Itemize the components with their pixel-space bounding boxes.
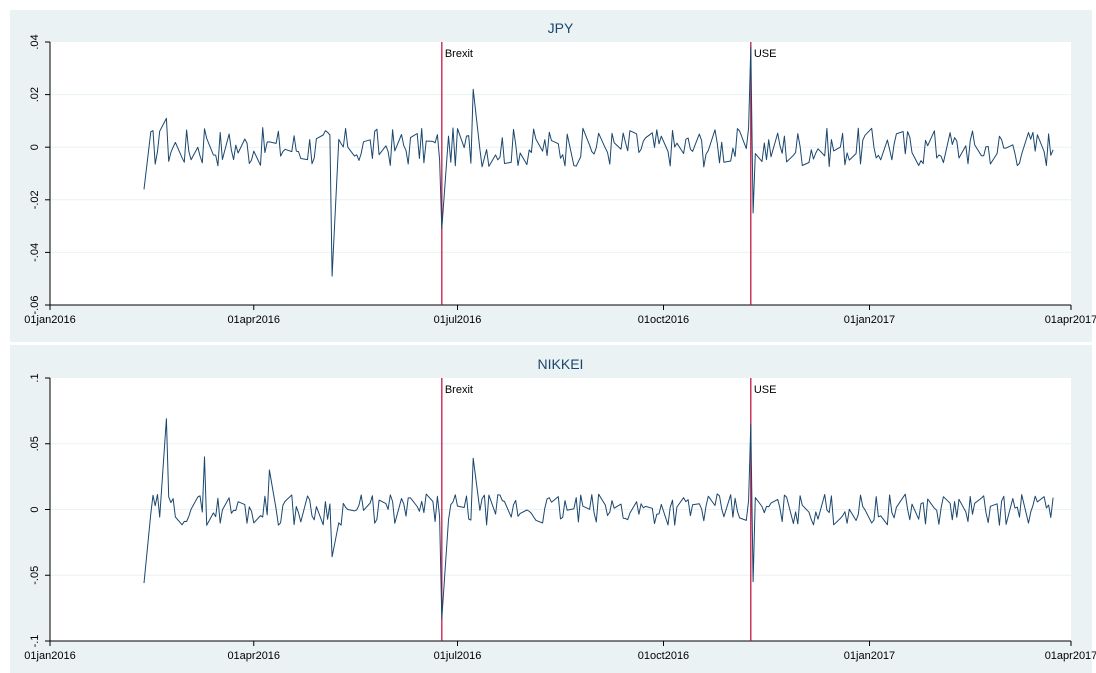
x-tick-label: 01apr2017 [1045,650,1096,662]
chart-title: NIKKEI [538,356,584,372]
x-tick-label: 01oct2016 [638,314,689,326]
x-tick-label: 01jan2016 [24,314,75,326]
x-tick-label: 01apr2016 [227,650,280,662]
event-label-use: USE [754,48,777,60]
y-tick-label: .05 [29,436,41,451]
y-tick-label: 0 [29,506,41,512]
chart-panel-2: NIKKEI -.1 -.05 0 .05 .1 01jan2016 01apr2016 01j… [10,345,1096,673]
x-tick-label: 01oct2016 [638,650,689,662]
event-label-brexit: Brexit [445,384,473,396]
x-tick-label: 01jan2017 [844,314,895,326]
y-tick-label: 0 [29,144,41,150]
y-tick-label: -.06 [29,296,41,315]
event-label-brexit: Brexit [445,48,473,60]
y-tick-label: .02 [29,87,41,102]
y-tick-label: -.05 [29,566,41,585]
x-tick-label: 01apr2016 [227,314,280,326]
series-line-nikkei [143,418,1054,620]
x-tick-label: 01jul2016 [434,314,482,326]
y-tick-label: .04 [29,34,41,49]
series-line-jpy [143,46,1054,277]
y-tick-label: .1 [29,373,41,382]
y-tick-label: -.1 [29,635,41,648]
x-tick-label: 01apr2017 [1045,314,1096,326]
plot-area [50,42,1071,305]
x-tick-label: 01jul2016 [434,650,482,662]
y-tick-label: -.02 [29,190,41,209]
chart-title: JPY [548,20,574,36]
y-tick-label: -.04 [29,243,41,262]
chart-panel-1: JPY -.06 -.04 -.02 0 .02 .04 01jan2016 01apr2016… [10,10,1096,342]
x-tick-label: 01jan2016 [24,650,75,662]
event-label-use: USE [754,384,777,396]
x-tick-label: 01jan2017 [844,650,895,662]
